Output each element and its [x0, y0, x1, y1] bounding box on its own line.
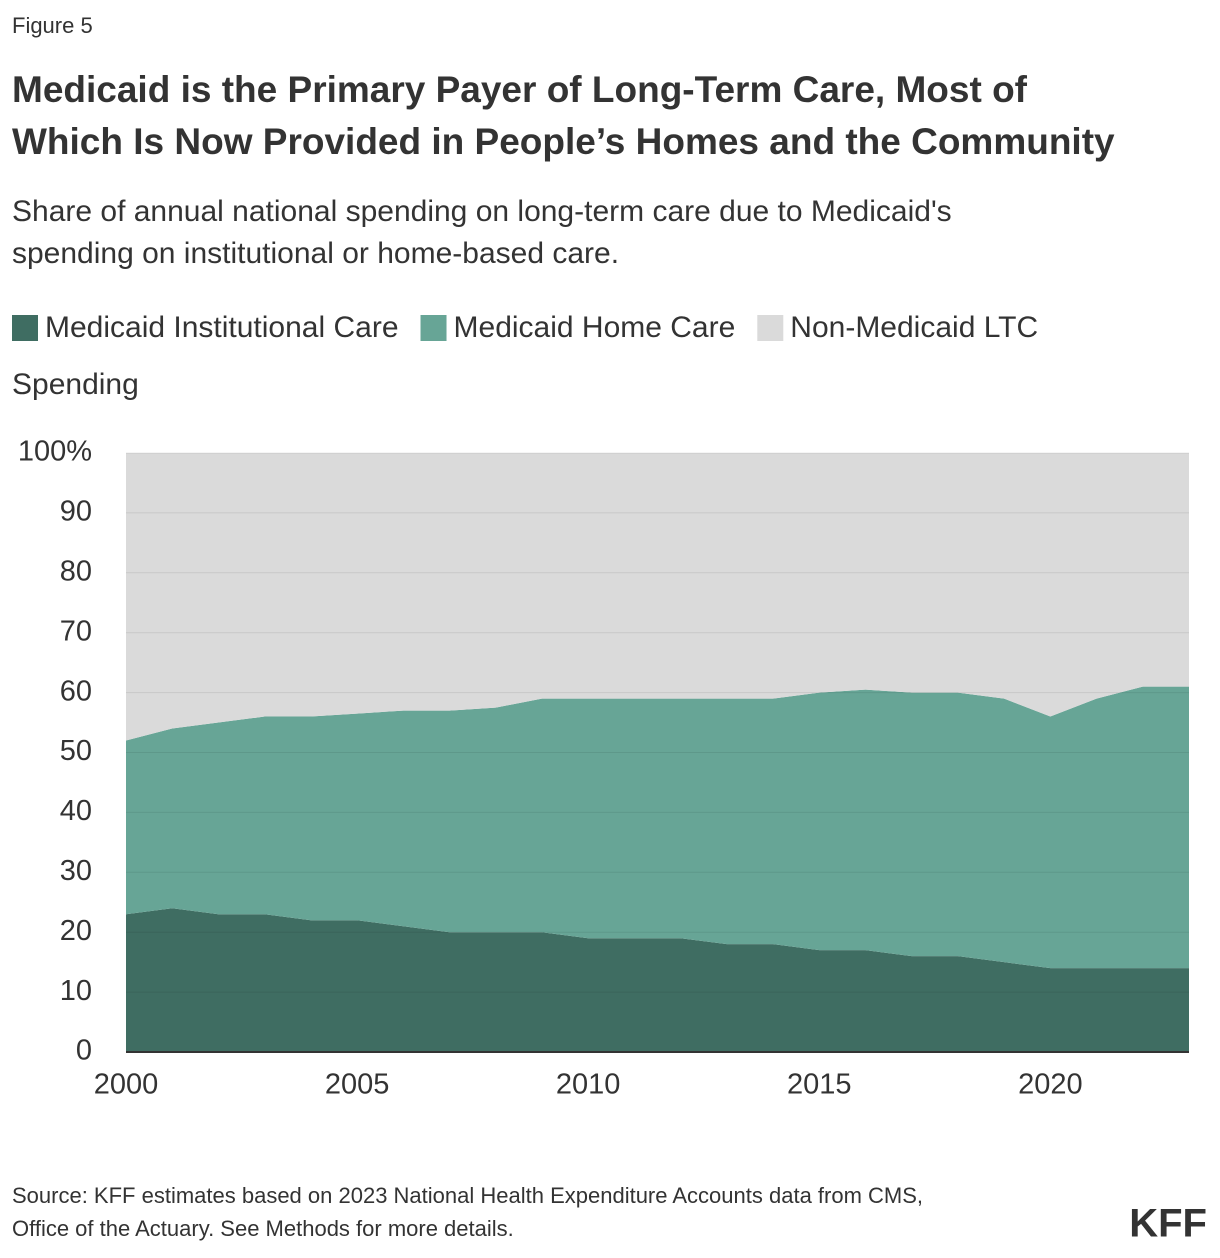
- legend-label: Medicaid Institutional Care: [45, 311, 399, 344]
- area: [126, 453, 1189, 741]
- legend-label: Medicaid Home Care: [454, 311, 736, 344]
- figure-label: Figure 5: [12, 13, 93, 38]
- y-tick-label: 50: [60, 735, 92, 767]
- y-tick-label: 70: [60, 615, 92, 647]
- y-tick-label: 40: [60, 795, 92, 827]
- chart-title: Which Is Now Provided in People’s Homes …: [12, 121, 1115, 162]
- source-note: Source: KFF estimates based on 2023 Nati…: [12, 1183, 923, 1208]
- logo: KFF: [1129, 1202, 1207, 1246]
- area: [126, 686, 1189, 969]
- chart-subtitle: spending on institutional or home-based …: [12, 237, 619, 270]
- y-tick-label: 80: [60, 555, 92, 587]
- x-tick-label: 2000: [94, 1069, 159, 1101]
- y-axis-title: Spending: [12, 368, 139, 401]
- chart-subtitle: Share of annual national spending on lon…: [12, 195, 952, 228]
- y-tick-label: 10: [60, 975, 92, 1007]
- y-tick-label: 60: [60, 675, 92, 707]
- y-tick-label: 90: [60, 496, 92, 528]
- legend-swatch: [12, 315, 38, 341]
- x-tick-label: 2015: [787, 1069, 852, 1101]
- legend-label: Non-Medicaid LTC: [790, 311, 1038, 344]
- x-tick-label: 2010: [556, 1069, 621, 1101]
- y-tick-label: 0: [76, 1035, 92, 1067]
- x-tick-label: 2020: [1018, 1069, 1083, 1101]
- area: [126, 908, 1189, 1052]
- source-note: Office of the Actuary. See Methods for m…: [12, 1216, 514, 1241]
- y-tick-label: 100%: [18, 436, 92, 468]
- legend-swatch: [757, 315, 784, 341]
- chart-title: Medicaid is the Primary Payer of Long-Te…: [12, 69, 1028, 110]
- y-tick-label: 30: [60, 855, 92, 887]
- x-tick-label: 2005: [325, 1069, 390, 1101]
- legend-swatch: [420, 315, 447, 341]
- y-tick-label: 20: [60, 915, 92, 947]
